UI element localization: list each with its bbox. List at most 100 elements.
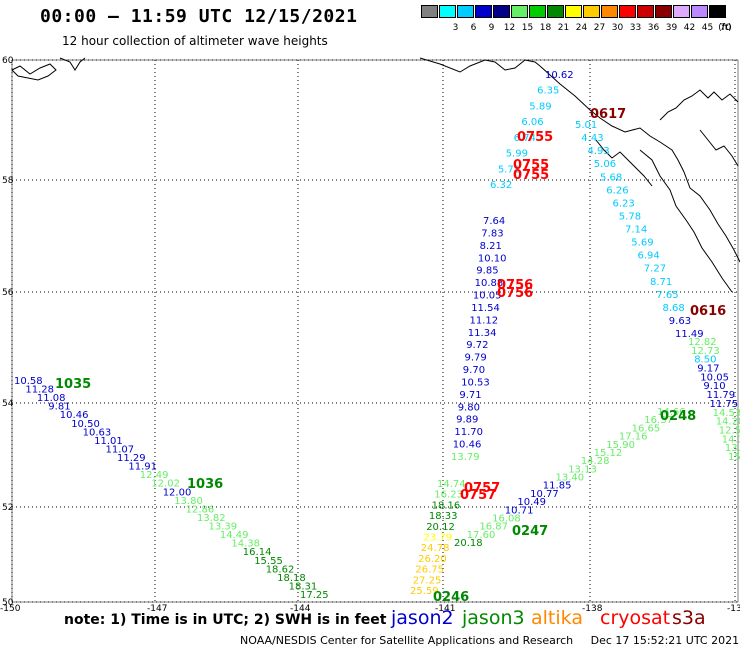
- legend-label: 42: [683, 23, 696, 33]
- legend-label: 15: [521, 23, 534, 33]
- wave-height-value: 12.00: [163, 487, 192, 498]
- wave-height-value: 4.43: [581, 133, 603, 144]
- wave-height-value: 6.94: [638, 251, 660, 262]
- legend-label: 18: [539, 23, 552, 33]
- map-frame: [11, 59, 739, 603]
- satellite-jason2: jason2: [391, 607, 454, 629]
- wave-height-value: 8.71: [650, 277, 672, 288]
- wave-height-value: 16.65: [632, 423, 661, 434]
- legend-swatch: [547, 5, 564, 18]
- wave-height-value: 11.91: [128, 462, 157, 473]
- wave-height-value: 10.53: [461, 378, 490, 389]
- wave-height-value: 10.62: [545, 70, 574, 81]
- legend-label: 36: [647, 23, 660, 33]
- wave-height-value: 15.90: [606, 440, 635, 451]
- legend-label: 70: [719, 23, 732, 33]
- wave-height-value: 26.75: [415, 565, 444, 576]
- wave-height-value: 10.10: [478, 253, 507, 264]
- map-subtitle: 12 hour collection of altimeter wave hei…: [62, 34, 328, 48]
- wave-height-value: 9.89: [456, 415, 478, 426]
- wave-height-value: 9.79: [465, 353, 487, 364]
- map-title: 00:00 – 11:59 UTC 12/15/2021: [40, 6, 358, 27]
- wave-height-value: 16.87: [479, 522, 508, 533]
- wave-height-value: 7.83: [481, 228, 503, 239]
- satellite-cryosat: cryosat: [600, 607, 671, 629]
- wave-height-value: 7.64: [483, 216, 505, 227]
- wave-height-value: 16.23: [434, 490, 463, 501]
- wave-height-value: 5.01: [575, 120, 597, 131]
- wave-height-value: 14.66: [657, 407, 686, 418]
- wave-height-value: 10.50: [71, 419, 100, 430]
- lat-tick: 52: [2, 503, 13, 513]
- legend-swatch: [529, 5, 546, 18]
- wave-height-value: 13.80: [174, 496, 203, 507]
- wave-height-value: 9.85: [476, 266, 498, 277]
- wave-height-value: 14.74: [437, 479, 466, 490]
- legend-label: 30: [611, 23, 624, 33]
- wave-height-value: 11.07: [106, 445, 135, 456]
- wave-height-value: 13.13: [568, 464, 597, 475]
- wave-height-value: 27.25: [413, 575, 442, 586]
- lat-tick: 54: [2, 399, 14, 409]
- lon-tick: -141: [435, 604, 455, 614]
- wave-height-value: 11.75: [710, 399, 739, 410]
- wave-height-value: 18.18: [277, 573, 306, 584]
- wave-height-value: 5.89: [529, 101, 551, 112]
- wave-height-value: 8.68: [663, 303, 685, 314]
- pass-time-label: 0755: [517, 130, 553, 145]
- satellite-s3a: s3a: [672, 607, 706, 629]
- wave-height-value: 24.78: [421, 543, 450, 554]
- wave-height-value: 11.29: [117, 453, 146, 464]
- wave-height-value: 15.12: [594, 448, 623, 459]
- wave-height-value: 5.68: [600, 172, 622, 183]
- legend-label: 6: [470, 23, 477, 33]
- wave-height-value: 13.35: [725, 443, 740, 454]
- wave-height-value: 5.78: [619, 211, 641, 222]
- wave-height-value: 5.06: [594, 159, 616, 170]
- wave-height-value: 6.06: [521, 117, 543, 128]
- wave-height-tracks: 10.62 6.35 5.89 6.06 6.74 5.99 5.71 6.32 7.647.8…: [14, 70, 740, 601]
- footnote: note: 1) Time is in UTC; 2) SWH is in fe…: [64, 612, 387, 628]
- wave-height-value: 9.80: [458, 402, 480, 413]
- wave-height-value: 7.27: [644, 264, 666, 275]
- kodiak-coast: [59, 57, 86, 71]
- footer-credit: NOAA/NESDIS Center for Satellite Applica…: [240, 634, 739, 647]
- legend-swatch: [691, 5, 708, 18]
- islands-2: [659, 89, 739, 121]
- wave-height-value: 10.05: [700, 372, 729, 383]
- wave-height-value: 5.71: [498, 164, 520, 175]
- wave-height-value: 14.28: [581, 456, 610, 467]
- wave-height-value: 14.38: [231, 539, 260, 550]
- wave-height-value: 9.81: [48, 402, 70, 413]
- wave-height-value: 9.70: [463, 365, 485, 376]
- wave-height-value: 10.05: [473, 291, 502, 302]
- lat-tick: 50: [2, 598, 14, 608]
- legend-label: 3: [452, 23, 459, 33]
- wave-height-value: 12.49: [140, 470, 169, 481]
- wave-height-value: 6.26: [606, 185, 628, 196]
- wave-height-value: 10.88: [475, 278, 504, 289]
- legend-label: 12: [503, 23, 516, 33]
- credit-text: NOAA/NESDIS Center for Satellite Applica…: [240, 634, 574, 647]
- pass-time-label: 0756: [497, 278, 533, 293]
- wave-height-value: 10.58: [14, 376, 43, 387]
- legend-label: 21: [557, 23, 570, 33]
- wave-height-value: 10.49: [517, 497, 546, 508]
- legend-swatch: [673, 5, 690, 18]
- wave-height-value: 13.39: [209, 522, 238, 533]
- wave-height-value: 10.63: [83, 427, 112, 438]
- wave-height-value: 16.14: [243, 547, 272, 558]
- legend-swatch: [601, 5, 618, 18]
- wave-height-value: 11.49: [675, 329, 704, 340]
- wave-height-value: 13.40: [556, 473, 585, 484]
- legend-swatch: [637, 5, 654, 18]
- wave-height-value: 5.99: [506, 149, 528, 160]
- pass-time-label: 0616: [690, 304, 726, 319]
- wave-height-value: 12.56: [719, 426, 740, 437]
- legend-swatch: [619, 5, 636, 18]
- pass-time-label: 0247: [512, 524, 548, 539]
- wave-height-value: 25.59: [410, 586, 439, 597]
- pass-time-label: 0248: [660, 409, 696, 424]
